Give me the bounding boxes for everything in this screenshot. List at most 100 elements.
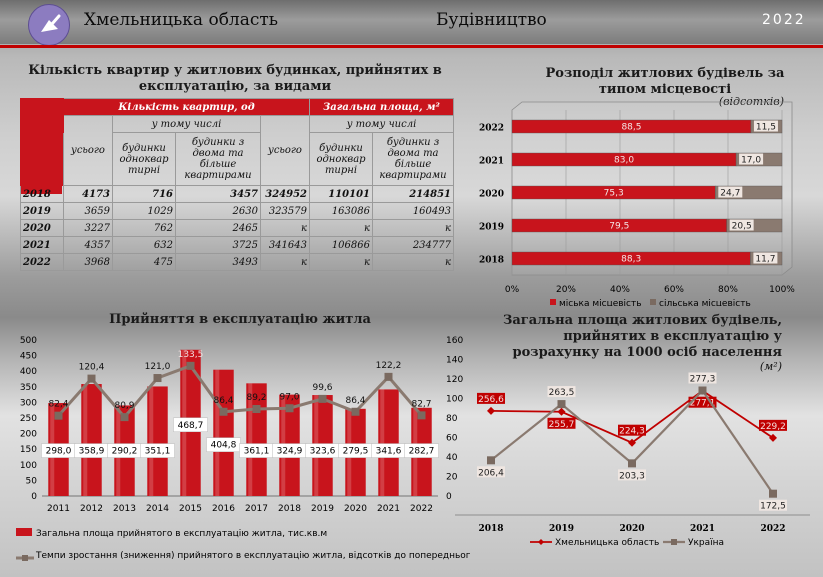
bar-label: 361,1: [244, 447, 270, 457]
y-tick-label: 2018: [479, 256, 504, 266]
data-label: 203,3: [619, 471, 645, 481]
growth-marker: [219, 407, 228, 416]
data-label: 172,5: [760, 502, 786, 512]
y-left-tick-label: 150: [20, 445, 37, 455]
table-row: 2019 3659 1029 2630 323579 163086 160493: [20, 202, 454, 220]
col-multi-area: будинки з двома та більше квартирами: [372, 132, 454, 186]
growth-label: 99,6: [312, 383, 332, 393]
legend-label-area: Загальна площа прийнятого в експлуатацію…: [36, 529, 327, 539]
table-title: Кількість квартир у житлових будинках, п…: [28, 63, 442, 94]
y-right-tick-label: 120: [446, 375, 463, 385]
y-right-tick-label: 0: [446, 492, 452, 502]
group-header-apartments: Кількість квартир, од: [63, 98, 310, 116]
x-tick-label: 20%: [556, 285, 576, 295]
bar-highlight: [248, 383, 253, 496]
area-per-1000-chart-subtitle: (м²): [759, 360, 782, 373]
x-tick-label: 2022: [760, 524, 785, 534]
y-left-tick-label: 500: [20, 336, 37, 346]
y-left-tick-label: 450: [20, 352, 37, 362]
x-tick-label: 2020: [619, 524, 644, 534]
legend-label-oblast: Хмельницька область: [555, 538, 659, 548]
x-tick-label: 2021: [377, 504, 400, 514]
y-left-tick-label: 0: [31, 492, 37, 502]
label-bg: [753, 120, 778, 132]
marker-oblast: [487, 406, 495, 415]
area-per-1000-chart-title: Загальна площа житлових будівель, прийня…: [502, 313, 782, 360]
x-tick-label: 2016: [212, 504, 235, 514]
bar-highlight: [83, 384, 88, 496]
data-label: 224,3: [619, 427, 645, 437]
label-bg: [688, 372, 717, 384]
legend-label-ukraine: Україна: [688, 538, 724, 548]
legend-label-growth: Темпи зростання (зниження) прийнятого в …: [35, 551, 470, 561]
header-bar: Хмельницька область Будівництво 2022: [0, 0, 823, 46]
col-total-apartments: усього: [63, 115, 113, 186]
marker-oblast: [628, 438, 636, 447]
bar-label: 290,2: [112, 447, 138, 457]
y-right-tick-label: 20: [446, 473, 458, 483]
incl-header-2: у тому числі: [309, 115, 454, 133]
growth-marker: [120, 413, 129, 422]
label-bg: [600, 186, 625, 198]
growth-label: 86,4: [213, 396, 233, 406]
legend-marker-ukraine: [671, 539, 677, 545]
data-label: 24,7: [720, 189, 740, 199]
growth-label: 82,7: [411, 399, 431, 409]
growth-label: 133,5: [178, 350, 204, 360]
data-label: 83,0: [614, 156, 634, 166]
marker-ukraine: [698, 386, 707, 395]
data-label: 255,7: [549, 420, 575, 430]
label-bg: [618, 120, 643, 132]
table-row: 2018 4173 716 3457 324952 110101 214851: [20, 185, 454, 203]
construction-trowel-icon: [28, 4, 70, 46]
col-total-area: усього: [260, 115, 310, 186]
x-tick-label: 2013: [113, 504, 136, 514]
data-label: 75,3: [604, 189, 624, 199]
label-bg: [618, 424, 646, 436]
bar-label-bg: [404, 443, 439, 458]
x-tick-label: 2014: [146, 504, 169, 514]
y-left-tick-label: 350: [20, 383, 37, 393]
x-tick-label: 100%: [769, 285, 795, 295]
data-label: 79,5: [609, 222, 629, 232]
y-tick-label: 2020: [479, 190, 504, 200]
y-left-tick-label: 400: [20, 367, 37, 377]
data-label: 263,5: [549, 388, 575, 398]
bar-label: 358,9: [79, 447, 105, 457]
bar-highlight: [149, 386, 154, 496]
table-row: 2021 4357 632 3725 341643 106866 234777: [20, 236, 454, 254]
x-tick-label: 2011: [47, 504, 70, 514]
bar-label: 351,1: [145, 447, 171, 457]
y-left-tick-label: 300: [20, 398, 37, 408]
growth-marker: [186, 361, 195, 370]
distribution-chart-subtitle: (відсотків): [718, 95, 784, 108]
data-label: 11,5: [756, 123, 776, 133]
group-header-area: Загальна площа, м²: [309, 98, 454, 116]
bar: [378, 389, 399, 496]
y-tick-label: 2021: [479, 157, 504, 167]
data-label: 277,1: [690, 399, 716, 409]
data-label: 206,4: [478, 468, 504, 478]
growth-marker: [318, 394, 327, 403]
x-tick-label: 2017: [245, 504, 268, 514]
label-bg: [688, 396, 717, 408]
label-bg: [606, 219, 631, 231]
bar: [147, 386, 168, 496]
col-single-apartments: будинки одноквар тирні: [112, 132, 176, 186]
x-tick-label: 80%: [718, 285, 738, 295]
y-right-tick-label: 80: [446, 414, 458, 424]
growth-marker: [252, 405, 261, 414]
label-bg: [477, 392, 505, 404]
legend-label-urban: міська місцевість: [559, 299, 642, 306]
label-bg: [729, 219, 754, 231]
bar-highlight: [380, 389, 385, 496]
y-left-tick-label: 100: [20, 461, 37, 471]
marker-oblast: [769, 433, 777, 442]
legend-label-rural: сільська місцевість: [659, 299, 751, 306]
y-right-tick-label: 100: [446, 395, 463, 405]
growth-label: 82,4: [48, 400, 68, 410]
label-bg: [611, 153, 636, 165]
x-tick-label: 2015: [179, 504, 202, 514]
